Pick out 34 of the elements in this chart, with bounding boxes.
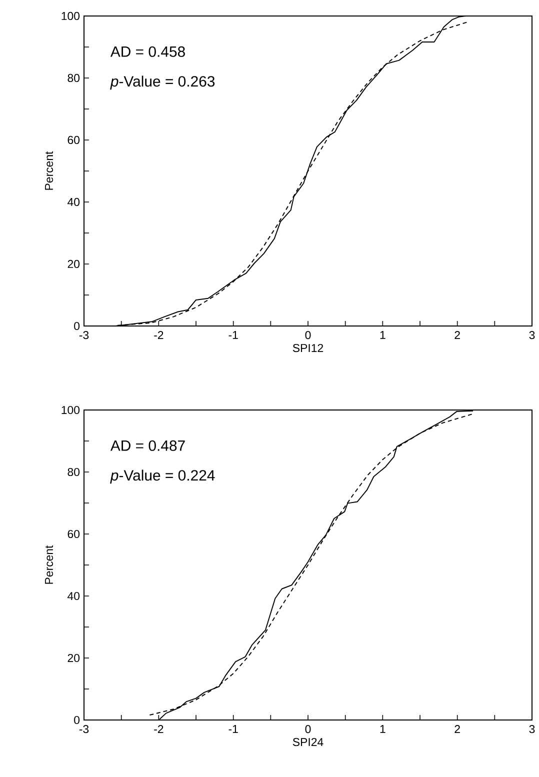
x-tick-label: 2 [454, 725, 460, 734]
annotation: AD = 0.458 [110, 46, 185, 57]
x-tick-label: 0 [305, 725, 311, 734]
y-tick-label: 100 [62, 406, 80, 414]
x-axis-title: SPI12 [292, 344, 324, 352]
x-tick-label: -1 [228, 725, 238, 733]
y-axis-title: Percent [45, 545, 54, 584]
y-tick-label: 80 [68, 74, 80, 82]
x-tick-label: -2 [154, 725, 164, 734]
x-tick-label: 3 [529, 331, 535, 340]
y-tick-label: 20 [68, 260, 80, 268]
y-tick-label: 40 [68, 592, 80, 600]
x-tick-label: -3 [79, 725, 89, 734]
y-tick-label: 0 [74, 322, 80, 330]
x-tick-label: -1 [228, 331, 238, 339]
y-tick-label: 100 [62, 12, 80, 20]
annotation: p-Value = 0.263 [110, 76, 215, 90]
y-tick-label: 80 [68, 468, 80, 476]
y-tick-label: 60 [68, 136, 80, 144]
x-tick-label: -3 [79, 331, 89, 340]
y-tick-label: 0 [74, 716, 80, 724]
x-tick-label: 3 [529, 725, 535, 734]
y-axis-title: Percent [45, 151, 54, 190]
x-tick-label: -2 [154, 331, 164, 340]
y-tick-label: 40 [68, 198, 80, 206]
x-tick-label: 2 [454, 331, 460, 340]
x-axis-title: SPI24 [292, 738, 324, 746]
x-tick-label: 0 [305, 331, 311, 340]
x-tick-label: 1 [380, 331, 386, 339]
annotation: AD = 0.487 [110, 440, 185, 451]
annotation: p-Value = 0.224 [110, 470, 215, 484]
x-tick-label: 1 [380, 725, 386, 733]
y-tick-label: 60 [68, 530, 80, 538]
y-tick-label: 20 [68, 654, 80, 662]
